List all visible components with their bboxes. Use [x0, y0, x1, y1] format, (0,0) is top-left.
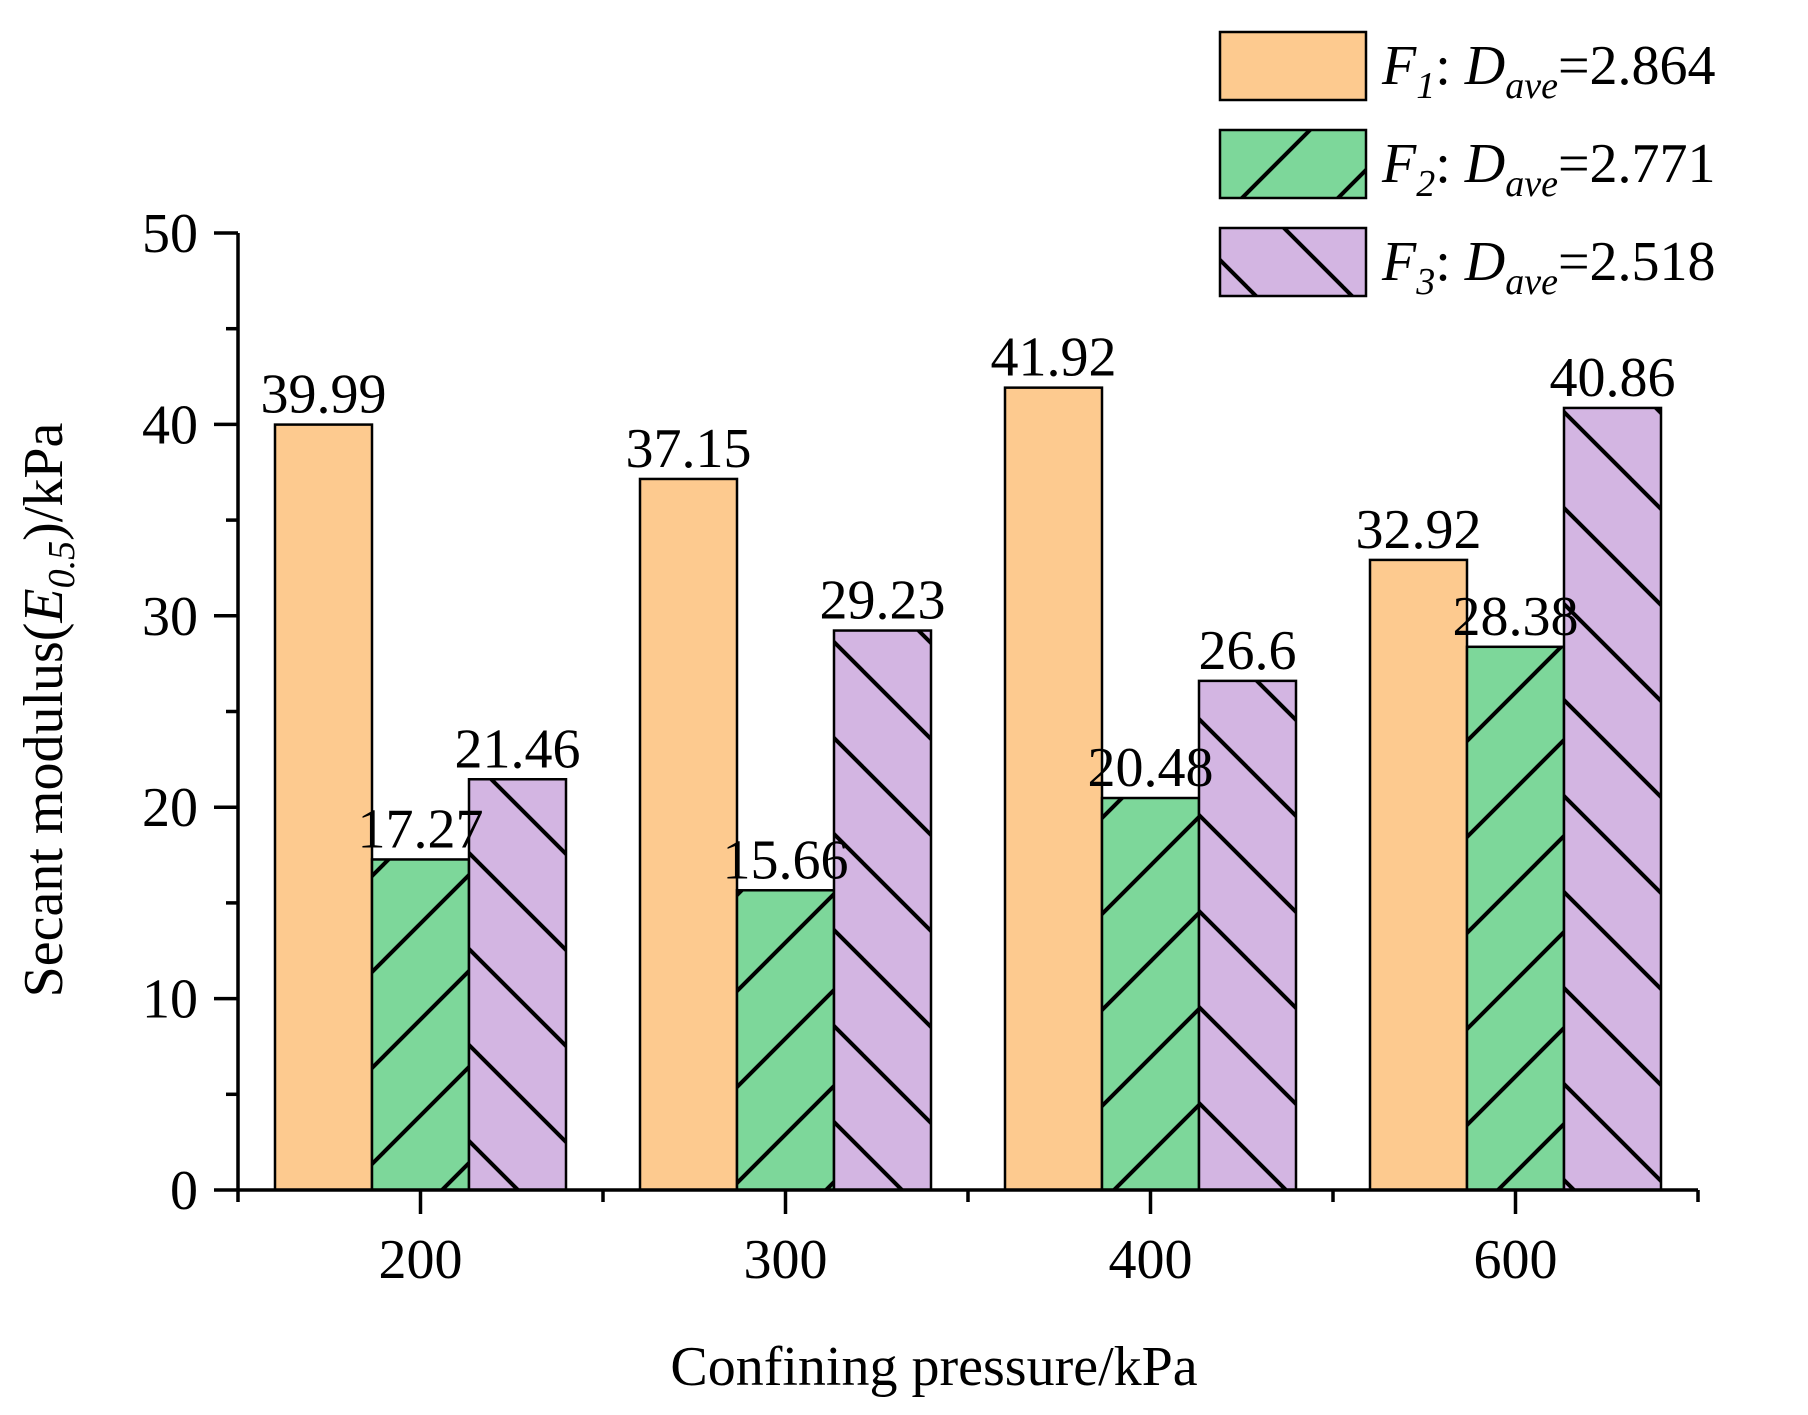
- y-tick-label-40: 40: [142, 394, 198, 456]
- y-axis-title-var: E: [13, 588, 75, 623]
- x-axis-title: Confining pressure/kPa: [670, 1336, 1197, 1398]
- legend-swatch-f2: [1218, 128, 1368, 200]
- legend-item-f1: F1: Dave=2.864: [1218, 30, 1716, 107]
- legend-label-f1: F1: Dave=2.864: [1381, 35, 1716, 107]
- y-tick-label-10: 10: [142, 969, 198, 1031]
- data-label-f2-600: 28.38: [1453, 586, 1579, 648]
- bar-f1-200: [273, 423, 374, 1192]
- bar-f2-400: [1100, 796, 1201, 1192]
- y-axis-title-sub: 0.5: [41, 541, 83, 589]
- data-label-f2-400: 20.48: [1088, 737, 1214, 799]
- y-axis-title-suffix: )/kPa: [13, 422, 75, 540]
- data-label-f3-300: 29.23: [820, 570, 946, 632]
- data-label-f3-400: 26.6: [1199, 620, 1297, 682]
- bar-f3-200: [467, 778, 568, 1192]
- x-tick-label-400: 400: [1109, 1229, 1193, 1291]
- legend-swatch-f1: [1218, 30, 1368, 102]
- data-label-f1-200: 39.99: [261, 364, 387, 426]
- legend-label-f2: F2: Dave=2.771: [1381, 133, 1716, 205]
- data-label-f2-300: 15.66: [723, 829, 849, 891]
- y-tick-label-0: 0: [170, 1160, 198, 1222]
- y-tick-label-50: 50: [142, 203, 198, 265]
- data-label-f2-200: 17.27: [358, 798, 484, 860]
- y-tick-label-20: 20: [142, 777, 198, 839]
- x-tick-label-200: 200: [379, 1229, 463, 1291]
- bar-f2-200: [370, 858, 471, 1192]
- legend-item-f3: F3: Dave=2.518: [1218, 226, 1716, 303]
- y-axis-title: Secant modulus(E0.5)/kPa: [13, 422, 83, 997]
- bar-f2-300: [735, 889, 836, 1192]
- y-axis-title-prefix: Secant modulus(: [13, 623, 75, 998]
- data-label-f1-300: 37.15: [626, 418, 752, 480]
- x-tick-label-300: 300: [744, 1229, 828, 1291]
- bar-f3-600: [1562, 406, 1663, 1192]
- bar-f3-300: [832, 629, 933, 1192]
- data-label-f3-600: 40.86: [1550, 347, 1676, 409]
- bar-f2-600: [1465, 645, 1566, 1192]
- legend-label-f3: F3: Dave=2.518: [1381, 231, 1716, 303]
- x-tick-label-600: 600: [1474, 1229, 1558, 1291]
- bar-f1-600: [1368, 558, 1469, 1192]
- data-label-f3-200: 21.46: [455, 718, 581, 780]
- data-label-f1-600: 32.92: [1356, 499, 1482, 561]
- bar-f1-300: [638, 477, 739, 1192]
- bar-f3-400: [1197, 679, 1298, 1192]
- legend-swatch-f3: [1218, 226, 1368, 298]
- legend-item-f2: F2: Dave=2.771: [1218, 128, 1716, 205]
- legend: F1: Dave=2.864 F2: Dave=2.771 F3: Dave=2.5…: [1218, 30, 1716, 303]
- y-tick-label-30: 30: [142, 586, 198, 648]
- data-label-f1-400: 41.92: [991, 327, 1117, 389]
